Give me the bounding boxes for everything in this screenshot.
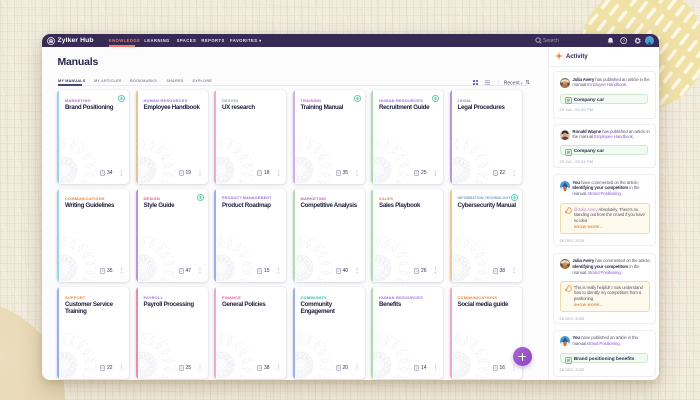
svg-text:?: ?	[622, 38, 625, 43]
